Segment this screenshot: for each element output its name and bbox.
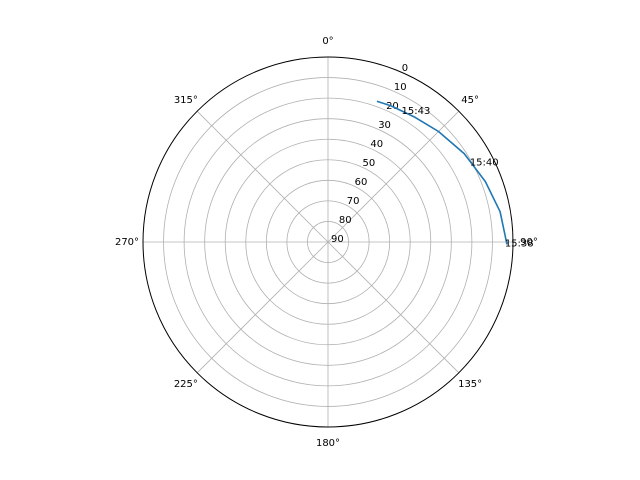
angle-tick-label: 225° (174, 379, 198, 390)
radial-tick-label: 70 (347, 196, 360, 207)
grid-spoke-315 (196, 110, 329, 243)
polar-frame (142, 56, 514, 428)
annotation-layer: 15:38 15:40 15:43 (402, 106, 534, 249)
series-layer (376, 100, 508, 245)
radial-tick-label: 30 (378, 120, 391, 131)
time-annotation: 15:38 (505, 239, 534, 250)
angle-tick-label: 45° (461, 95, 479, 106)
grid-spoke-225 (196, 241, 329, 374)
angle-tick-label: 315° (174, 95, 198, 106)
radial-tick-label: 40 (370, 139, 383, 150)
radial-tick-label: 0 (402, 63, 408, 74)
grid-spoke-45 (327, 110, 460, 243)
radial-tick-label: 50 (362, 158, 375, 169)
angle-tick-label: 180° (316, 438, 340, 449)
radial-tick-label: 80 (339, 215, 352, 226)
polar-grid (143, 57, 513, 427)
series-line-0 (376, 100, 508, 245)
radial-tick-label: 90 (331, 234, 344, 245)
angle-tick-label: 270° (115, 237, 139, 248)
radial-tick-label: 60 (355, 177, 368, 188)
angle-tick-label: 0° (322, 36, 333, 47)
angle-tick-labels: 0° 45° 90° 135° 180° 225° 270° 315° (115, 36, 538, 449)
angle-tick-label: 90° (520, 237, 538, 248)
time-annotation: 15:43 (402, 106, 431, 117)
radial-tick-label: 10 (394, 82, 407, 93)
grid-spoke-135 (327, 241, 460, 374)
time-annotation: 15:40 (470, 157, 499, 168)
angle-tick-label: 135° (458, 379, 482, 390)
